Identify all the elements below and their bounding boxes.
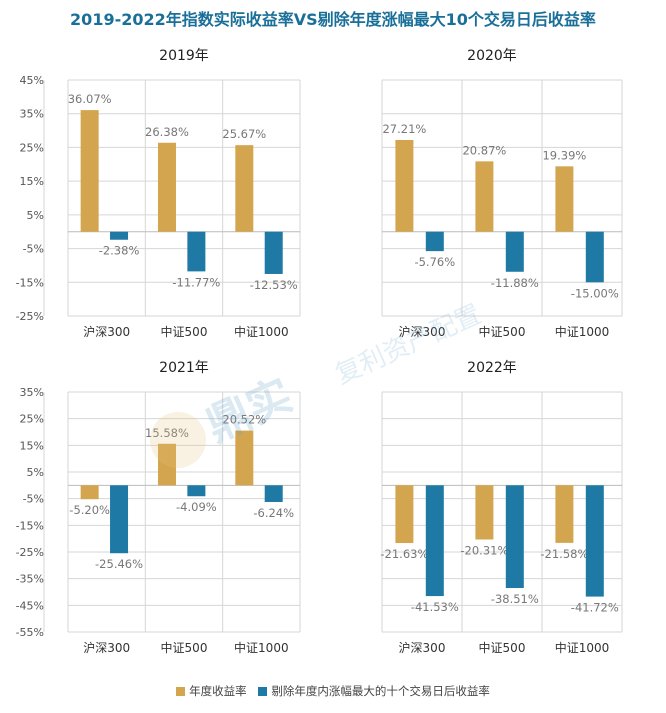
- data-label: 26.38%: [145, 125, 189, 139]
- chart-title: 2022年: [467, 360, 517, 376]
- y-tick-label: -35%: [16, 573, 44, 586]
- category-label: 中证500: [479, 324, 526, 339]
- bar-s2-1: [425, 231, 444, 252]
- bar-s1-2: [475, 161, 494, 232]
- bar-s1-3: [555, 485, 574, 543]
- category-label: 沪深300: [399, 641, 446, 655]
- category-label: 中证1000: [234, 640, 289, 655]
- legend-item-series-a: 年度收益率: [176, 683, 247, 699]
- y-tick-label: -55%: [16, 626, 44, 639]
- bar-s2-1: [110, 485, 129, 554]
- data-label: -41.72%: [571, 601, 619, 615]
- bar-s1-1: [395, 139, 414, 232]
- data-label: -15.00%: [571, 286, 619, 300]
- bar-s2-3: [264, 231, 283, 274]
- chart-title: 2019年: [159, 48, 209, 64]
- data-label: -11.88%: [491, 276, 539, 290]
- category-label: 沪深300: [83, 641, 130, 655]
- y-tick-label: -15%: [16, 276, 44, 289]
- y-tick-label: -45%: [16, 599, 44, 612]
- bar-s2-2: [187, 485, 206, 497]
- data-label: 20.52%: [222, 413, 266, 427]
- category-label: 中证500: [161, 640, 208, 655]
- page-title: 2019-2022年指数实际收益率VS剔除年度涨幅最大10个交易日后收益率: [70, 10, 596, 29]
- bar-s1-1: [80, 485, 99, 500]
- bar-s2-2: [505, 485, 524, 589]
- category-label: 中证500: [161, 324, 208, 339]
- data-label: -11.77%: [172, 275, 220, 289]
- data-label: 15.58%: [145, 426, 189, 440]
- chart-panel-1: 2019年 45% 35% 25% 15% 5% -5% -15% -25% 沪深300 中证500…: [16, 48, 301, 339]
- watermark-subtitle: 复利资产配置: [331, 300, 486, 391]
- category-label: 中证1000: [234, 324, 289, 339]
- data-label: -4.09%: [176, 500, 217, 514]
- data-label: 25.67%: [222, 127, 266, 141]
- data-label: 27.21%: [382, 122, 426, 136]
- legend-label-series-a: 年度收益率: [189, 684, 247, 698]
- chart-title: 2020年: [467, 48, 517, 64]
- bar-s1-3: [235, 145, 254, 232]
- data-label: -2.38%: [99, 244, 140, 258]
- legend-item-series-b: 剔除年度内涨幅最大的十个交易日后收益率: [258, 683, 490, 699]
- category-label: 中证500: [479, 640, 526, 655]
- bar-s1-3: [555, 166, 574, 232]
- data-label: -38.51%: [491, 592, 539, 606]
- data-label: -21.58%: [540, 547, 588, 561]
- y-tick-label: -15%: [16, 519, 44, 532]
- bar-s2-3: [264, 485, 283, 502]
- bar-s2-1: [110, 231, 129, 240]
- y-tick-label: 25%: [20, 141, 44, 154]
- data-label: -41.53%: [411, 600, 459, 614]
- y-tick-label: 5%: [27, 466, 44, 479]
- category-label: 中证1000: [555, 324, 610, 339]
- data-label: -21.63%: [380, 547, 428, 561]
- category-label: 沪深300: [399, 325, 446, 339]
- watermark-logo-circle: [150, 412, 206, 468]
- y-tick-label: 35%: [20, 386, 44, 399]
- chart-panels: 2019年 45% 35% 25% 15% 5% -5% -15% -25% 沪深300 中证500…: [16, 48, 623, 655]
- data-label: -20.31%: [460, 543, 508, 557]
- y-tick-label: 35%: [20, 108, 44, 121]
- category-label: 沪深300: [83, 325, 130, 339]
- bar-s1-2: [475, 485, 494, 540]
- chart-panel-3: 2021年 35% 25% 15% 5% -5% -15% -25% -35% -45% -55% 沪…: [16, 360, 301, 655]
- bar-s1-2: [157, 142, 176, 232]
- data-label: 20.87%: [462, 143, 506, 157]
- data-label: -5.76%: [414, 255, 455, 269]
- data-label: -25.46%: [95, 557, 143, 571]
- legend-swatch-series-a: [176, 687, 186, 696]
- bar-s2-3: [585, 231, 604, 283]
- bar-s1-2: [157, 443, 176, 486]
- bar-s2-3: [585, 485, 604, 597]
- bar-s2-1: [425, 485, 444, 597]
- y-tick-label: 25%: [20, 413, 44, 426]
- data-label: -6.24%: [253, 506, 294, 520]
- data-label: 36.07%: [68, 92, 112, 106]
- y-tick-label: -25%: [16, 546, 44, 559]
- bar-s1-1: [395, 485, 414, 544]
- chart-title: 2021年: [159, 360, 209, 376]
- legend: 年度收益率 剔除年度内涨幅最大的十个交易日后收益率: [0, 683, 666, 699]
- y-tick-label: -25%: [16, 310, 44, 323]
- data-label: 19.39%: [542, 148, 586, 162]
- y-tick-label: 45%: [20, 74, 44, 87]
- y-tick-label: 15%: [20, 439, 44, 452]
- bar-s1-3: [235, 430, 254, 486]
- y-tick-label: 5%: [27, 209, 44, 222]
- bar-s1-1: [80, 110, 99, 232]
- category-label: 中证1000: [555, 640, 610, 655]
- bar-s2-2: [187, 231, 206, 272]
- y-tick-label: -5%: [23, 493, 44, 506]
- y-tick-label: 15%: [20, 175, 44, 188]
- bar-s2-2: [505, 231, 524, 272]
- data-label: -5.20%: [69, 503, 110, 517]
- y-tick-label: -5%: [23, 243, 44, 256]
- legend-label-series-b: 剔除年度内涨幅最大的十个交易日后收益率: [271, 684, 490, 698]
- data-label: -12.53%: [250, 278, 298, 292]
- legend-swatch-series-b: [258, 687, 268, 696]
